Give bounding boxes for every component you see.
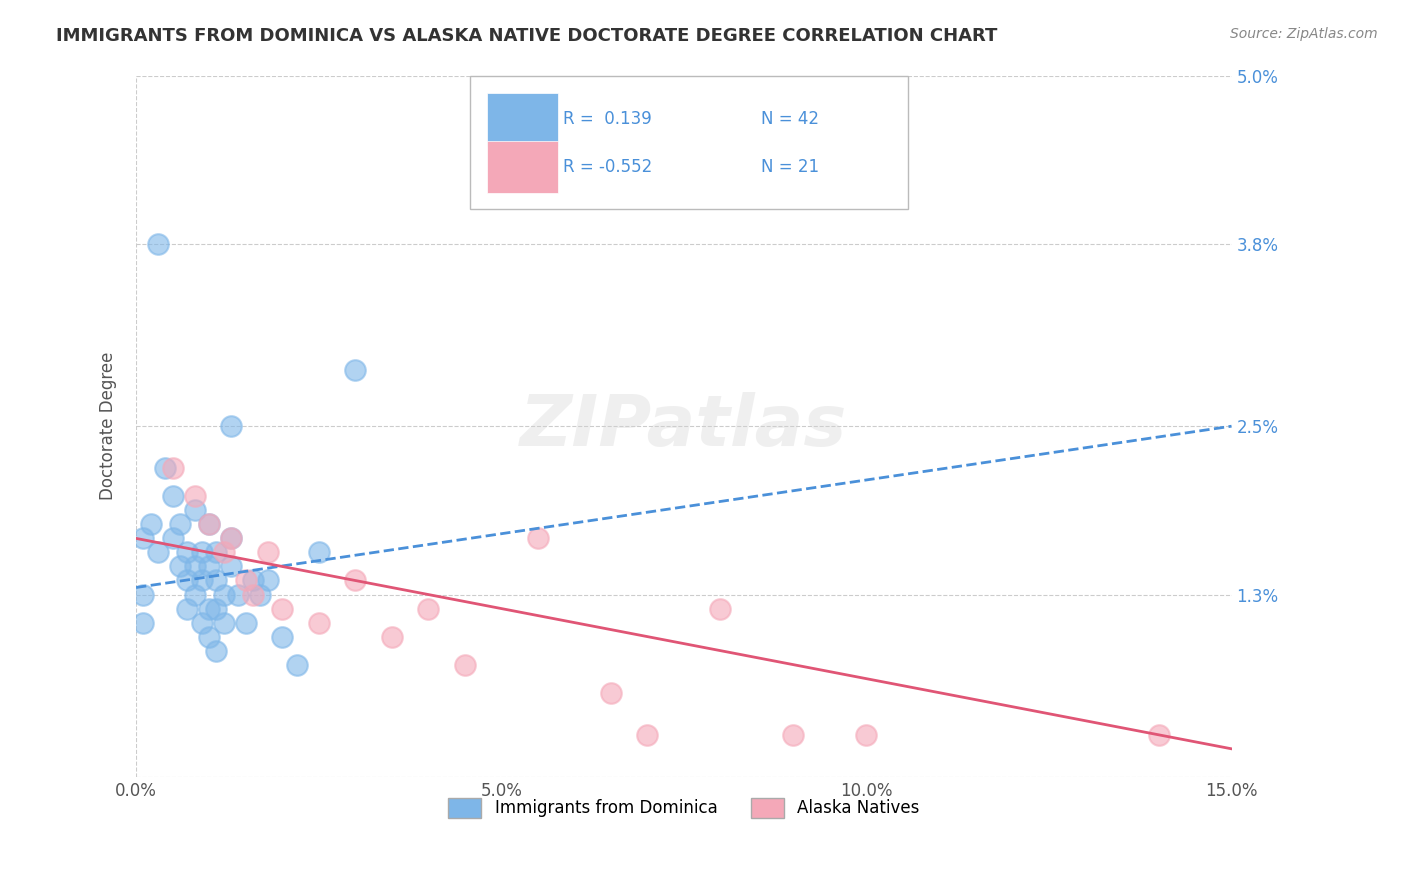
Point: [212, 587, 235, 601]
Point: [198, 517, 221, 532]
Point: [219, 419, 242, 434]
Point: [162, 489, 184, 503]
Point: [183, 489, 205, 503]
Point: [162, 461, 184, 475]
Point: [228, 587, 250, 601]
Point: [132, 615, 155, 630]
Point: [271, 630, 294, 644]
Point: [418, 601, 440, 615]
Point: [191, 615, 214, 630]
Point: [132, 587, 155, 601]
Point: [169, 559, 191, 574]
Legend: Immigrants from Dominica, Alaska Natives: Immigrants from Dominica, Alaska Natives: [441, 791, 927, 824]
Point: [242, 574, 264, 588]
Point: [176, 601, 198, 615]
Point: [636, 728, 658, 742]
Point: [344, 574, 367, 588]
Point: [139, 517, 162, 532]
Point: [191, 545, 214, 559]
Point: [191, 574, 214, 588]
Point: [256, 545, 278, 559]
Point: [344, 363, 367, 377]
Point: [855, 728, 877, 742]
Point: [198, 517, 221, 532]
Point: [198, 630, 221, 644]
Point: [212, 615, 235, 630]
Point: [285, 657, 308, 672]
Text: IMMIGRANTS FROM DOMINICA VS ALASKA NATIVE DOCTORATE DEGREE CORRELATION CHART: IMMIGRANTS FROM DOMINICA VS ALASKA NATIV…: [56, 27, 998, 45]
FancyBboxPatch shape: [486, 93, 558, 145]
Text: Source: ZipAtlas.com: Source: ZipAtlas.com: [1230, 27, 1378, 41]
Point: [198, 601, 221, 615]
Point: [198, 559, 221, 574]
Point: [205, 545, 228, 559]
Point: [132, 532, 155, 546]
Point: [709, 601, 731, 615]
Point: [308, 615, 330, 630]
Text: R =  0.139: R = 0.139: [564, 110, 652, 128]
Point: [1147, 728, 1170, 742]
Text: ZIPatlas: ZIPatlas: [520, 392, 848, 460]
Point: [176, 574, 198, 588]
FancyBboxPatch shape: [486, 141, 558, 194]
Point: [782, 728, 804, 742]
Point: [599, 686, 621, 700]
Text: N = 42: N = 42: [761, 110, 818, 128]
Point: [212, 545, 235, 559]
Point: [176, 545, 198, 559]
Text: R = -0.552: R = -0.552: [564, 158, 652, 176]
Point: [454, 657, 477, 672]
Y-axis label: Doctorate Degree: Doctorate Degree: [100, 352, 117, 500]
FancyBboxPatch shape: [470, 76, 908, 209]
Point: [205, 643, 228, 657]
Text: N = 21: N = 21: [761, 158, 818, 176]
Point: [183, 503, 205, 517]
Point: [235, 615, 257, 630]
Point: [146, 236, 169, 251]
Point: [205, 601, 228, 615]
Point: [381, 630, 404, 644]
Point: [249, 587, 271, 601]
Point: [169, 517, 191, 532]
Point: [219, 559, 242, 574]
Point: [256, 574, 278, 588]
Point: [308, 545, 330, 559]
Point: [205, 574, 228, 588]
Point: [183, 559, 205, 574]
Point: [155, 461, 177, 475]
Point: [146, 545, 169, 559]
Point: [242, 587, 264, 601]
Point: [183, 587, 205, 601]
Point: [162, 532, 184, 546]
Point: [271, 601, 294, 615]
Point: [235, 574, 257, 588]
Point: [219, 532, 242, 546]
Point: [526, 532, 548, 546]
Point: [219, 532, 242, 546]
